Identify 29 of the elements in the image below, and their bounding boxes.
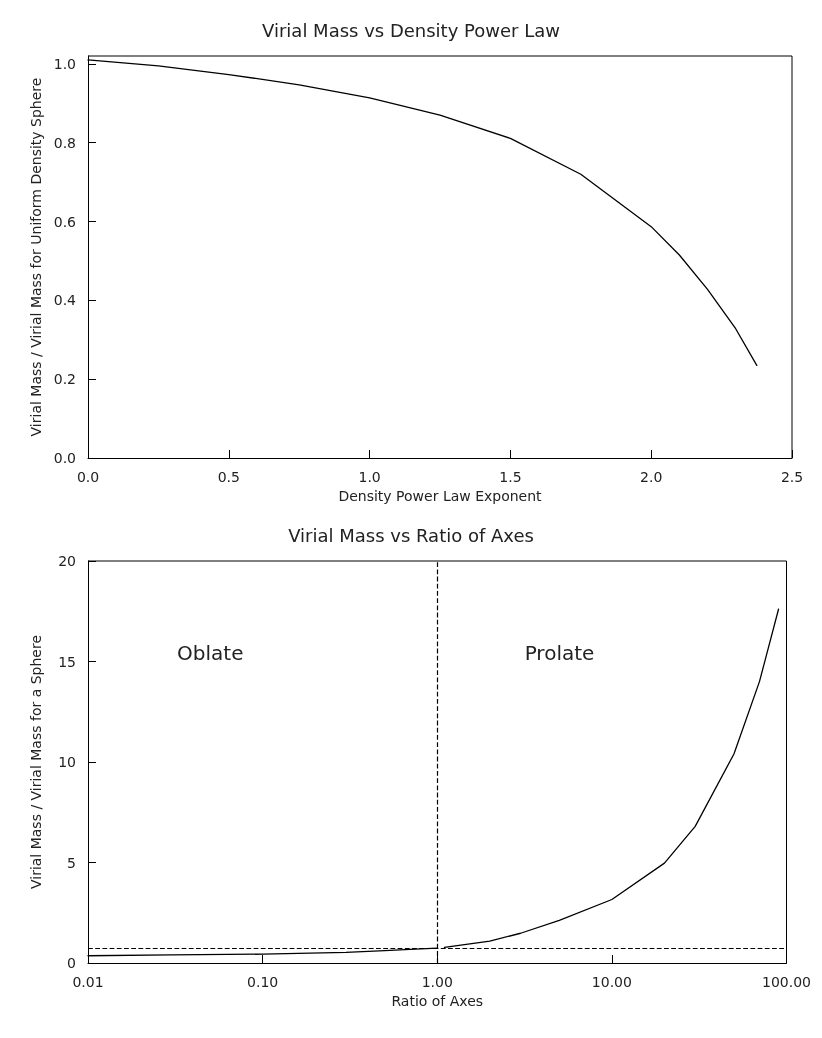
x-tick-label: 10.00 (591, 974, 632, 990)
chart-title: Virial Mass vs Ratio of Axes (288, 524, 534, 546)
x-tick-label: 2.0 (640, 469, 663, 485)
y-tick-label: 0.0 (53, 450, 76, 466)
y-tick-label: 1.0 (53, 55, 76, 72)
y-tick-label: 0.2 (53, 371, 76, 388)
y-tick-label: 10 (58, 754, 76, 770)
x-tick-label: 0.01 (72, 974, 104, 990)
y-tick-label: 15 (58, 653, 76, 670)
x-axis-title: Density Power Law Exponent (338, 487, 543, 504)
y-tick-label: 0 (67, 955, 76, 971)
annotation: Prolate (524, 641, 595, 666)
y-tick-label: 0.6 (53, 213, 77, 230)
y-tick-label: 0.8 (53, 134, 76, 151)
y-axis-title: Virial Mass / Virial Mass for Uniform Density Sphere (27, 77, 44, 437)
y-tick-label: 20 (58, 553, 76, 569)
x-tick-label: 1.0 (358, 469, 381, 485)
x-tick-label: 1.00 (421, 974, 453, 990)
y-tick-label: 5 (67, 854, 76, 871)
x-tick-label: 2.5 (780, 469, 804, 485)
y-axis-title: Virial Mass / Virial Mass for a Sphere (28, 634, 44, 890)
x-tick-label: 100.00 (762, 974, 812, 990)
x-axis-title: Ratio of Axes (391, 992, 484, 1009)
y-tick-label: 0.4 (53, 292, 77, 309)
x-tick-label: 0.5 (217, 469, 240, 485)
annotation: Oblate (177, 641, 244, 666)
chart-title: Virial Mass vs Density Power Law (262, 19, 560, 41)
x-tick-label: 1.5 (499, 469, 522, 485)
x-tick-label: 0.10 (247, 974, 279, 990)
